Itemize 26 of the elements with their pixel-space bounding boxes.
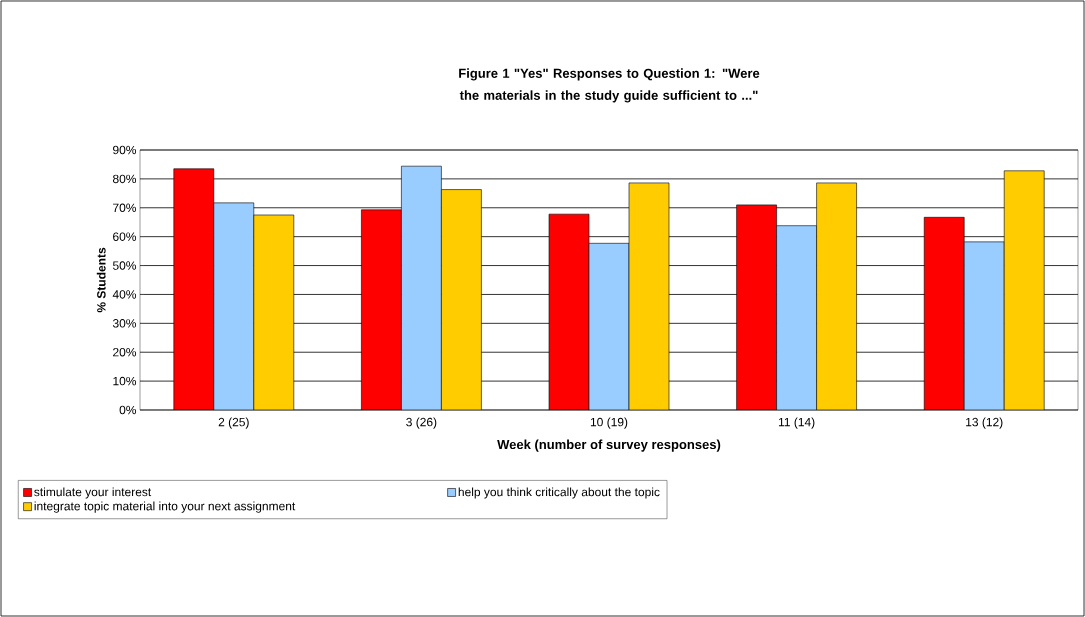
y-tick-label: 80% (112, 174, 137, 184)
bar (401, 165, 442, 410)
legend-label: help you think critically about the topic (458, 487, 660, 499)
y-tick-label: 30% (112, 319, 137, 328)
y-tick-label: 70% (113, 203, 137, 213)
y-tick-label: 10% (113, 376, 137, 386)
legend-label: integrate topic material into your next assignment (34, 501, 296, 513)
bar (963, 241, 1005, 410)
x-axis-title: Week (number of survey responses) (497, 439, 721, 452)
y-tick-label: 20% (113, 347, 137, 357)
y-tick-label: 90% (113, 145, 137, 155)
legend-label: stimulate your interest (34, 487, 152, 499)
bar (213, 202, 255, 410)
x-tick-label: 3 (26) (406, 417, 437, 429)
x-tick-label: 11 (14) (778, 417, 815, 429)
bar (776, 225, 817, 410)
y-axis-title: % Students (96, 247, 106, 313)
y-tick-label: 40% (112, 290, 137, 299)
y-tick-label: 50% (112, 261, 137, 270)
x-tick-label: 2 (25) (218, 417, 249, 429)
x-tick-label: 13 (12) (966, 417, 1003, 429)
y-tick-label: 0% (119, 405, 137, 415)
y-tick-label: 60% (113, 232, 137, 241)
x-tick-label: 10 (19) (590, 417, 628, 429)
bar (588, 243, 630, 410)
chart-title: Figure 1 "Yes" Responses to Question 1: "Were the materials in the study guide sufficient to ..." (459, 68, 760, 103)
